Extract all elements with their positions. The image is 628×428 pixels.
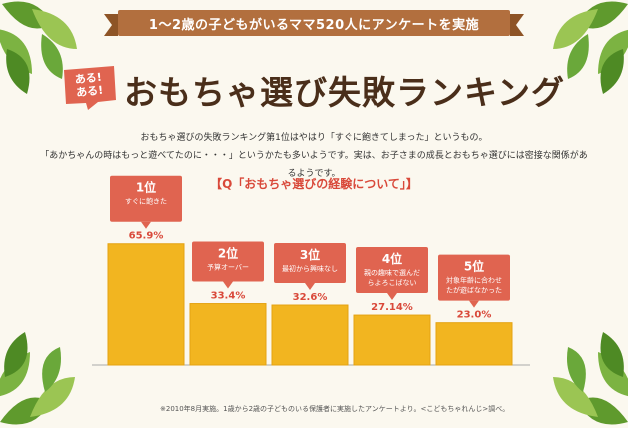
leaf-decoration-bottom-right xyxy=(538,322,628,428)
leaf-decoration-top-left xyxy=(0,0,92,104)
callout-box-2 xyxy=(192,241,264,282)
bar-1 xyxy=(107,243,185,366)
rank-label-1: 1位 xyxy=(136,180,156,195)
callout-box-3 xyxy=(274,243,346,284)
callout-pointer-3 xyxy=(305,283,315,291)
rank-description-4: 親の趣味で選んだらよろこばない xyxy=(364,268,420,287)
callout-pointer-1 xyxy=(141,221,151,229)
callout-pointer-5 xyxy=(469,300,479,308)
value-label-5: 23.0% xyxy=(457,310,492,321)
page-title: おもちゃ選び失敗ランキング xyxy=(124,73,566,112)
bar-2 xyxy=(189,303,267,366)
rank-label-3: 3位 xyxy=(300,247,320,262)
value-label-2: 33.4% xyxy=(211,291,246,302)
value-label-1: 65.9% xyxy=(129,231,164,242)
bar-3 xyxy=(271,304,349,366)
aru-aru-badge: ある! ある! xyxy=(58,62,120,112)
callout-box-5 xyxy=(438,254,510,301)
value-label-3: 32.6% xyxy=(293,292,328,303)
value-label-4: 27.14% xyxy=(371,302,413,313)
leaf-decoration-top-right xyxy=(538,0,628,104)
bar-4 xyxy=(353,314,431,366)
chart-question: 【Q「おもちゃ選びの経験について」】 xyxy=(210,177,418,191)
callout-pointer-4 xyxy=(387,293,397,301)
rank-description-2: 予算オーバー xyxy=(207,263,249,272)
rank-description-3: 最初から興味なし xyxy=(282,264,338,273)
intro-line-1: おもちゃ選びの失敗ランキング第1位はやはり「すぐに飽きてしまった」というもの。 xyxy=(140,133,488,143)
callout-pointer-2 xyxy=(223,281,233,289)
callout-box-4 xyxy=(356,247,428,294)
rank-label-2: 2位 xyxy=(218,246,238,261)
rank-description-5: 対象年齢に合わせたが遊ばなかった xyxy=(446,276,502,295)
callout-box-1 xyxy=(110,175,182,222)
leaf-decoration-bottom-left xyxy=(0,322,90,428)
intro-line-2: 「あかちゃんの時はもっと遊べてたのに・・・」というかたも多いようです。実は、お子… xyxy=(40,151,588,179)
rank-description-1: すぐに飽きた xyxy=(125,197,167,206)
footnote: ※2010年8月実施。1歳から2歳の子どものいる保護者に実施したアンケートより。… xyxy=(160,405,510,413)
rank-label-4: 4位 xyxy=(382,251,402,266)
rank-label-5: 5位 xyxy=(464,259,484,274)
intro-text: おもちゃ選びの失敗ランキング第1位はやはり「すぐに飽きてしまった」というもの。 … xyxy=(40,129,588,183)
bar-5 xyxy=(435,322,513,366)
survey-ribbon: 1〜2歳の子どもがいるママ520人にアンケートを実施 xyxy=(104,10,524,36)
ribbon-text: 1〜2歳の子どもがいるママ520人にアンケートを実施 xyxy=(148,17,480,33)
